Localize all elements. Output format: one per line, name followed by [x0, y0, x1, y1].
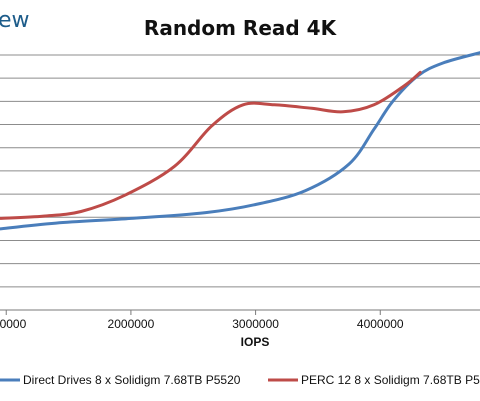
chart-title: Random Read 4K — [144, 16, 338, 40]
legend: Direct Drives 8 x Solidigm 7.68TB P5520 … — [0, 373, 480, 387]
brand-logo-fragment: ew — [0, 8, 30, 33]
series-line-perc-12 — [0, 70, 422, 220]
series-lines — [0, 51, 480, 231]
legend-label-direct-drives: Direct Drives 8 x Solidigm 7.68TB P5520 — [23, 373, 241, 387]
x-tick-label: 2000000 — [108, 317, 155, 331]
axes — [0, 309, 480, 315]
series-line-direct-drives — [0, 51, 480, 231]
x-axis-title: IOPS — [241, 335, 270, 349]
gridlines — [0, 54, 480, 311]
x-tick-label: 3000000 — [232, 317, 279, 331]
x-tick-label: 000000 — [0, 317, 27, 331]
x-tick-label: 4000000 — [357, 317, 404, 331]
legend-item-direct-drives: Direct Drives 8 x Solidigm 7.68TB P5520 — [0, 373, 241, 387]
legend-item-perc-12: PERC 12 8 x Solidigm 7.68TB P5520 — [268, 373, 480, 387]
x-axis-tick-labels: 000000 2000000 3000000 4000000 — [0, 317, 404, 331]
legend-label-perc-12: PERC 12 8 x Solidigm 7.68TB P5520 — [301, 373, 480, 387]
